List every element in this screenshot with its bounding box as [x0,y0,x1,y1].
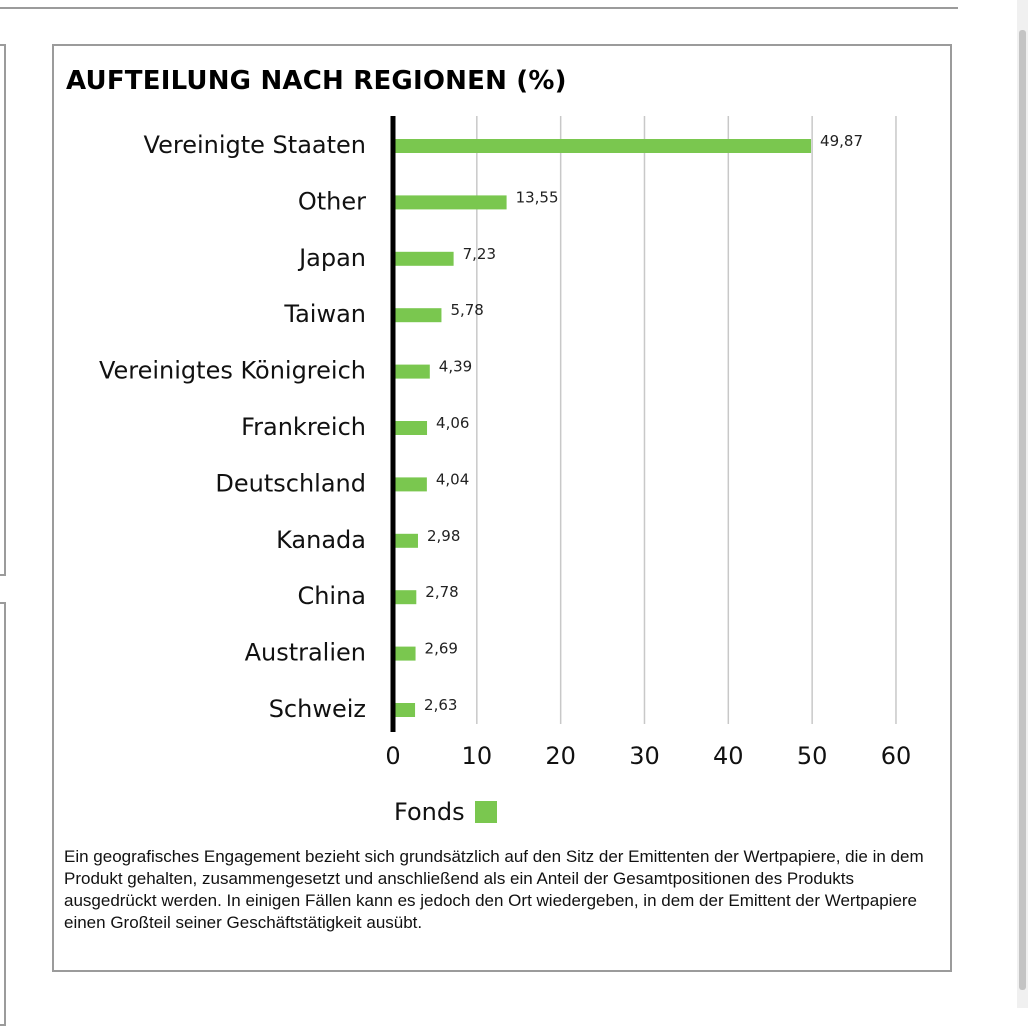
region-breakdown-card: AUFTEILUNG NACH REGIONEN (%) Vereinigte … [52,44,952,972]
data-label: 2,69 [425,640,458,658]
x-tick-label: 20 [545,742,576,770]
bar [393,139,812,153]
bar [393,646,416,661]
bar [393,533,418,548]
data-label: 2,78 [425,583,458,601]
category-label: Vereinigte Staaten [144,131,366,159]
category-label: Other [298,187,366,215]
data-label: 4,06 [436,414,469,432]
data-label: 49,87 [820,132,863,150]
bar [393,195,507,210]
left-card-edge [0,44,6,576]
category-label: Vereinigtes Königreich [99,357,366,385]
legend-label: Fonds [394,798,465,826]
footnote: Ein geografisches Engagement bezieht sic… [64,847,924,932]
bar [393,590,417,605]
left-card-edge [0,602,6,1026]
data-label: 2,63 [424,696,457,714]
category-label: Deutschland [215,469,366,497]
legend: Fonds [394,798,497,826]
category-label: Taiwan [283,300,366,328]
bar [393,477,427,492]
data-label: 13,55 [516,188,559,206]
category-label: Frankreich [241,413,366,441]
data-label: 4,04 [436,470,469,488]
x-tick-label: 10 [462,742,493,770]
x-tick-label: 60 [881,742,912,770]
legend-swatch [474,801,497,823]
category-label: Kanada [276,526,366,554]
x-tick-label: 30 [629,742,660,770]
bar [393,703,416,717]
x-tick-label: 50 [797,742,828,770]
bar [393,308,442,323]
category-label: Japan [297,244,366,272]
data-label: 4,39 [439,358,472,376]
scrollbar-thumb[interactable] [1019,30,1026,990]
x-tick-label: 40 [713,742,744,770]
x-tick-label: 0 [385,742,400,770]
top-divider [0,7,958,9]
data-label: 5,78 [450,301,483,319]
category-label: Australien [245,639,366,667]
region-bar-chart: Vereinigte Staaten 49,87 Other 13,55 Japan 7,… [99,116,912,770]
category-label: Schweiz [269,695,366,723]
category-label: China [297,582,366,610]
bar [393,421,428,435]
chart-title: AUFTEILUNG NACH REGIONEN (%) [66,66,567,96]
bar [393,364,430,379]
data-label: 7,23 [463,245,496,263]
data-label: 2,98 [427,527,460,545]
bar [393,251,454,266]
